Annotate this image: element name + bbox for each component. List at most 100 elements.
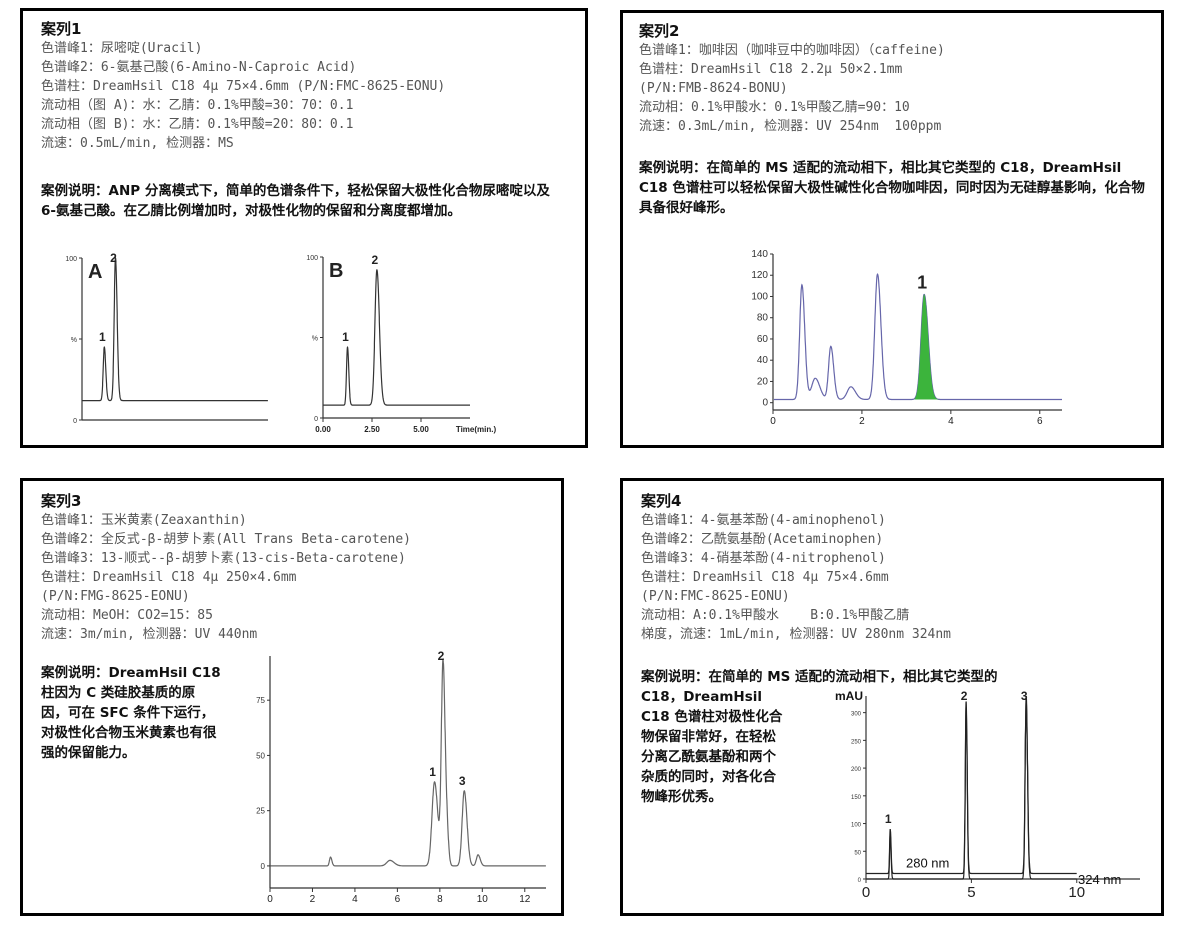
condition-line: (P/N:FMG-8625-EONU) [41, 589, 190, 604]
case-conditions: 色谱峰1：玉米黄素(Zeaxanthin) 色谱峰2：全反式-β-胡萝卜素(All… [41, 511, 411, 644]
x-tick-label: 2 [859, 416, 865, 427]
y-tick-label: 100 [851, 823, 862, 829]
case-conditions: 色谱峰1：尿嘧啶(Uracil) 色谱峰2：6-氨基己酸(6-Amino-N-Ca… [41, 39, 445, 153]
y-tick-label: 60 [757, 334, 769, 345]
x-tick-label: 0 [862, 884, 870, 901]
case-4-panel: 案列4 色谱峰1：4-氨基苯酚(4-aminophenol) 色谱峰2：乙酰氨基酚… [620, 478, 1164, 916]
y-tick-label: 250 [851, 739, 862, 745]
y-tick-label: 100 [65, 256, 77, 263]
case-description-first-line: 案例说明：在简单的 MS 适配的流动相下，相比其它类型的 [641, 669, 998, 685]
y-tick-label: 0 [858, 878, 862, 884]
condition-line: (P/N:FMC-8625-EONU) [641, 589, 790, 604]
trace-label: 324 nm [1078, 872, 1121, 887]
chromatogram-trace [866, 695, 1077, 875]
case-2-panel: 案列2 色谱峰1：咖啡因（咖啡豆中的咖啡因）（caffeine) 色谱柱：Drea… [620, 10, 1164, 448]
y-tick-label: 75 [256, 696, 265, 705]
y-tick-label: 0 [73, 418, 77, 425]
highlighted-peak-area [914, 294, 940, 400]
peak-label: 3 [1021, 689, 1028, 703]
chromatogram-trace [323, 269, 470, 406]
condition-line: 色谱柱：DreamHsil C18 4μ 250×4.6mm [41, 570, 297, 585]
y-tick-label: 25 [256, 807, 265, 816]
chromatogram-trace [773, 273, 1062, 401]
condition-line: 色谱峰1：咖啡因（咖啡豆中的咖啡因）（caffeine) [639, 43, 945, 58]
condition-line: 流速：0.3mL/min, 检测器：UV 254nm 100ppm [639, 119, 942, 134]
peak-label: 1 [342, 330, 349, 344]
case-1-panel: 案列1 色谱峰1：尿嘧啶(Uracil) 色谱峰2：6-氨基己酸(6-Amino-… [20, 8, 588, 448]
peak-label: 2 [372, 253, 379, 267]
condition-line: 色谱峰1：玉米黄素(Zeaxanthin) [41, 513, 247, 528]
condition-line: 色谱峰1：4-氨基苯酚(4-aminophenol) [641, 513, 886, 528]
peak-label: 2 [110, 251, 117, 265]
y-tick-label: 300 [851, 712, 862, 718]
y-tick-label: 120 [751, 270, 768, 281]
condition-line: 流动相（图 B)：水：乙腈：0.1%甲酸=20：80：0.1 [41, 117, 354, 132]
x-tick-label: 10 [477, 894, 489, 905]
y-tick-label: 150 [851, 795, 862, 801]
x-tick-label: 10 [1068, 884, 1085, 901]
peak-label: 1 [99, 330, 106, 344]
peak-label: 2 [438, 649, 445, 663]
case-title: 案列4 [641, 492, 682, 510]
x-tick-label: 4 [352, 894, 358, 905]
x-axis-label: Time(min.) [456, 425, 497, 434]
condition-line: 色谱峰3：13-顺式--β-胡萝卜素(13-cis-Beta-carotene) [41, 551, 406, 566]
case-title: 案列2 [639, 22, 680, 40]
chromatogram-trace [270, 657, 546, 867]
y-tick-label: 80 [757, 313, 769, 324]
x-tick-label: 5.00 [413, 425, 429, 434]
peak-label: 3 [459, 774, 466, 788]
y-axis-label: mAU [835, 689, 863, 703]
x-tick-label: 0.00 [315, 425, 331, 434]
x-tick-label: 4 [948, 416, 954, 427]
y-tick-label: 0 [261, 862, 266, 871]
condition-line: 色谱峰2：乙酰氨基酚(Acetaminophen) [641, 532, 884, 547]
condition-line: 流动相：0.1%甲酸水：0.1%甲酸乙腈=90：10 [639, 100, 910, 115]
y-tick-label: 0 [762, 398, 768, 409]
condition-line: 色谱柱：DreamHsil C18 2.2μ 50×2.1mm [639, 62, 903, 77]
y-tick-label: % [312, 336, 318, 343]
y-tick-label: 100 [306, 255, 318, 262]
peak-label: 1 [885, 812, 892, 826]
case-conditions: 色谱峰1：4-氨基苯酚(4-aminophenol) 色谱峰2：乙酰氨基酚(Ace… [641, 511, 951, 644]
condition-line: 色谱峰2：6-氨基己酸(6-Amino-N-Caproic Acid) [41, 60, 357, 75]
chromatogram-trace [866, 701, 1077, 880]
condition-line: 色谱峰3：4-硝基苯酚(4-nitrophenol) [641, 551, 886, 566]
case-title: 案列1 [41, 20, 82, 38]
condition-line: 流动相：A:0.1%甲酸水 B:0.1%甲酸乙腈 [641, 608, 910, 623]
y-tick-label: 200 [851, 767, 862, 773]
condition-line: 流速：3m/min, 检测器：UV 440nm [41, 627, 258, 642]
condition-line: 色谱柱：DreamHsil C18 4μ 75×4.6mm (P/N:FMC-8… [41, 79, 446, 94]
x-tick-label: 0 [267, 894, 273, 905]
case-description: 案例说明：DreamHsil C18 柱因为 C 类硅胶基质的原因，可在 SFC… [41, 665, 221, 761]
x-tick-label: 6 [1037, 416, 1043, 427]
peak-label: 2 [961, 689, 968, 703]
x-tick-label: 0 [770, 416, 776, 427]
y-tick-label: 140 [751, 249, 768, 260]
peak-label: 1 [429, 765, 436, 779]
chromatogram-trace [82, 256, 268, 402]
case-description: 案例说明：ANP 分离模式下，简单的色谱条件下，轻松保留大极性化合物尿嘧啶以及 … [41, 183, 550, 219]
x-tick-label: 2 [310, 894, 316, 905]
x-tick-label: 8 [437, 894, 443, 905]
panel-label: A [88, 261, 102, 283]
x-tick-label: 5 [967, 884, 975, 901]
trace-label: 280 nm [906, 855, 949, 870]
y-tick-label: 100 [751, 291, 768, 302]
condition-line: 流速：0.5mL/min, 检测器：MS [41, 136, 234, 151]
y-tick-label: 20 [757, 376, 769, 387]
y-tick-label: 0 [314, 416, 318, 423]
x-tick-label: 12 [519, 894, 531, 905]
condition-line: 流动相（图 A)：水：乙腈：0.1%甲酸=30：70：0.1 [41, 98, 354, 113]
y-tick-label: % [71, 337, 77, 344]
case-conditions: 色谱峰1：咖啡因（咖啡豆中的咖啡因）（caffeine) 色谱柱：DreamHsi… [639, 41, 945, 136]
peak-label: 1 [917, 272, 927, 292]
case-description: C18，DreamHsil C18 色谱柱对极性化合物保留非常好，在轻松分离乙酰… [641, 689, 783, 805]
case-description: 案例说明：在简单的 MS 适配的流动相下，相比其它类型的 C18，DreamHs… [639, 160, 1145, 216]
x-tick-label: 2.50 [364, 425, 380, 434]
condition-line: 梯度，流速：1mL/min, 检测器：UV 280nm 324nm [641, 627, 952, 642]
panel-label: B [329, 260, 343, 282]
case-3-panel: 案列3 色谱峰1：玉米黄素(Zeaxanthin) 色谱峰2：全反式-β-胡萝卜素… [20, 478, 564, 916]
condition-line: 色谱峰2：全反式-β-胡萝卜素(All Trans Beta-carotene) [41, 532, 411, 547]
